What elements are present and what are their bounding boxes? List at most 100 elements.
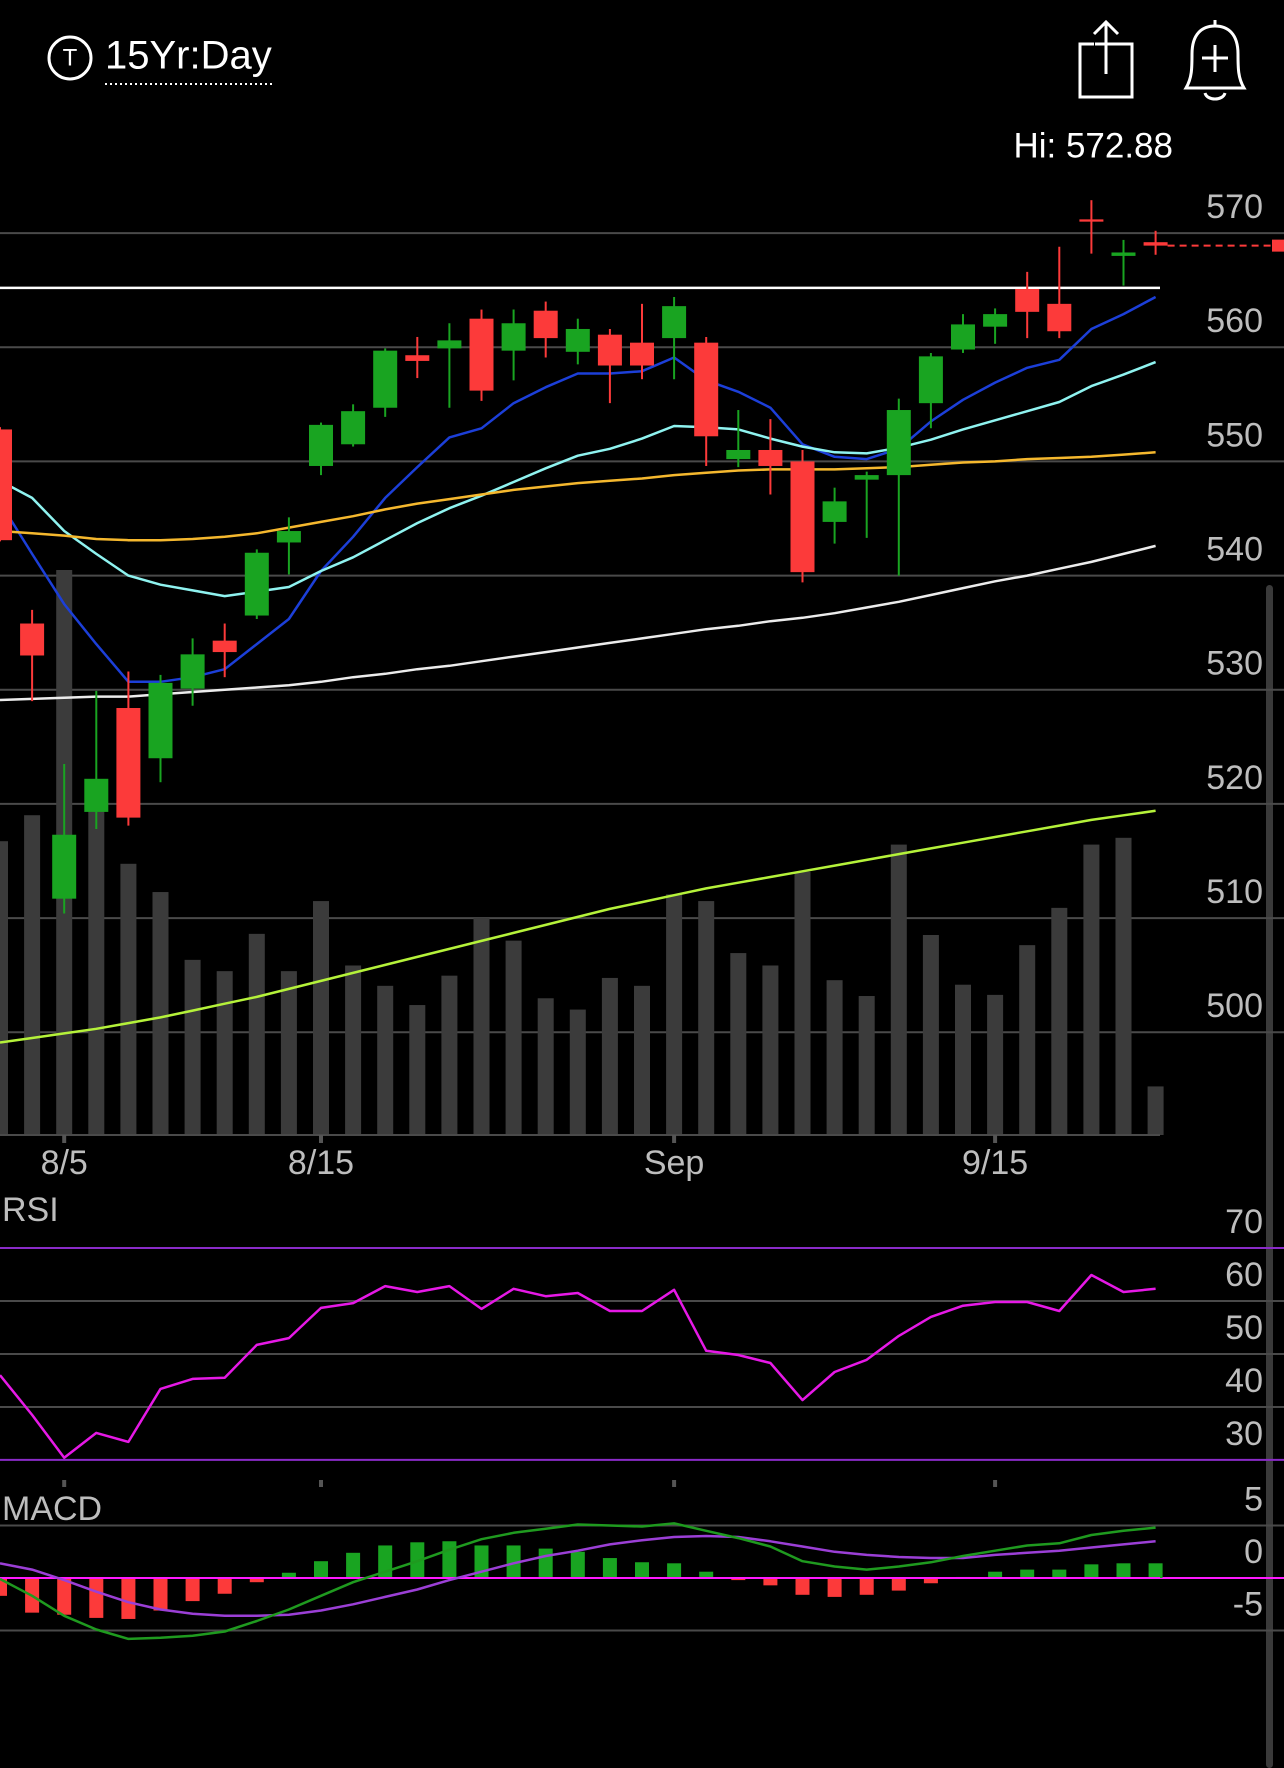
candle-body bbox=[212, 640, 237, 653]
candle-body bbox=[662, 306, 687, 339]
macd-histogram-bar bbox=[506, 1545, 521, 1578]
y-tick-label: 520 bbox=[1206, 759, 1263, 797]
candle-body bbox=[694, 342, 719, 437]
candle-body bbox=[116, 708, 141, 818]
y-tick-label: 70 bbox=[1225, 1203, 1263, 1241]
x-tick-label: 8/5 bbox=[41, 1144, 88, 1182]
symbol-button[interactable]: T 15Yr:Day bbox=[47, 34, 275, 85]
volume-bar bbox=[1019, 945, 1036, 1135]
bell bbox=[1183, 24, 1247, 90]
volume-bar bbox=[152, 892, 169, 1135]
candle-body bbox=[758, 449, 783, 466]
share-arrow bbox=[1092, 19, 1120, 74]
last-price-marker bbox=[1272, 239, 1284, 252]
candle-body bbox=[180, 654, 205, 689]
candle-body bbox=[1015, 289, 1040, 312]
macd-histogram-bar bbox=[602, 1558, 617, 1578]
volume-bar bbox=[1083, 844, 1100, 1135]
alert-button[interactable] bbox=[1183, 20, 1247, 101]
macd-histogram-bar bbox=[667, 1563, 682, 1578]
y-tick-label: 560 bbox=[1206, 302, 1263, 340]
macd-histogram-bar bbox=[699, 1571, 714, 1578]
y-tick-label: 570 bbox=[1206, 188, 1263, 226]
y-tick-label: 40 bbox=[1225, 1362, 1263, 1400]
x-tick-label: Sep bbox=[644, 1144, 705, 1182]
candle-body bbox=[84, 778, 109, 812]
macd-histogram-bar bbox=[988, 1571, 1003, 1578]
volume-bar bbox=[1115, 837, 1132, 1135]
rsi-title: RSI bbox=[2, 1191, 59, 1229]
macd-histogram-bar bbox=[121, 1578, 136, 1619]
share-box bbox=[1078, 42, 1134, 99]
volume-bar bbox=[730, 953, 747, 1135]
moving-average bbox=[0, 360, 1157, 598]
candle-body bbox=[533, 310, 558, 339]
macd-histogram-bar bbox=[859, 1578, 874, 1595]
macd-line bbox=[0, 1522, 1156, 1641]
y-tick-label: 550 bbox=[1206, 416, 1263, 454]
macd-histogram-bar bbox=[0, 1578, 7, 1596]
y-tick-label: 530 bbox=[1206, 645, 1263, 683]
candle-body bbox=[341, 411, 366, 445]
macd-histogram-bar bbox=[57, 1578, 72, 1615]
candle-body bbox=[630, 342, 654, 366]
candle-body bbox=[469, 318, 494, 391]
macd-histogram-bar bbox=[570, 1551, 585, 1578]
candle-body bbox=[1143, 242, 1168, 246]
candle-body bbox=[20, 623, 45, 656]
signal-line bbox=[0, 1534, 1156, 1618]
candle-body bbox=[373, 350, 398, 408]
x-tick-label: 8/15 bbox=[288, 1144, 354, 1182]
macd-histogram-bar bbox=[1084, 1564, 1099, 1578]
candle-body bbox=[1111, 252, 1136, 256]
volume-bar bbox=[698, 901, 715, 1135]
y-tick-label: 30 bbox=[1225, 1415, 1263, 1453]
volume-bar bbox=[24, 815, 41, 1135]
y-tick-label: 510 bbox=[1206, 873, 1263, 911]
volume-bar bbox=[345, 965, 362, 1135]
volume-bar bbox=[313, 901, 329, 1135]
macd-histogram-bar bbox=[795, 1578, 810, 1595]
x-tick-label: 9/15 bbox=[962, 1144, 1028, 1182]
candle-body bbox=[597, 334, 622, 366]
y-tick-label: 50 bbox=[1225, 1309, 1263, 1347]
macd-histogram-bar bbox=[923, 1578, 938, 1584]
volume-bar bbox=[601, 977, 618, 1135]
candle-body bbox=[437, 340, 462, 349]
macd-title: MACD bbox=[2, 1490, 102, 1528]
macd-histogram-bar bbox=[891, 1578, 906, 1591]
macd-histogram-bar bbox=[1116, 1563, 1131, 1578]
macd-histogram-bar bbox=[731, 1578, 746, 1581]
candle-body bbox=[0, 429, 12, 541]
candle-body bbox=[148, 682, 173, 759]
candle-body bbox=[276, 531, 301, 543]
volume-bar bbox=[441, 975, 458, 1135]
macd-histogram-bar bbox=[1052, 1569, 1067, 1578]
candle-body bbox=[854, 475, 879, 480]
volume-bar bbox=[473, 918, 490, 1135]
volume-bar bbox=[794, 871, 811, 1135]
volume-bar bbox=[537, 998, 554, 1135]
macd-histogram-bar bbox=[1148, 1563, 1163, 1578]
y-tick-label: 500 bbox=[1206, 987, 1263, 1025]
macd-histogram-bar bbox=[1020, 1569, 1035, 1578]
scrollbar bbox=[1266, 585, 1273, 1768]
candle-body bbox=[822, 501, 847, 522]
candle-body bbox=[244, 552, 269, 616]
candle-body bbox=[790, 461, 815, 573]
share-button[interactable] bbox=[1078, 19, 1134, 99]
candle-body bbox=[309, 424, 333, 466]
candle-body bbox=[501, 323, 526, 351]
macd-histogram-bar bbox=[217, 1578, 232, 1594]
volume-bar bbox=[505, 940, 522, 1135]
volume-bar bbox=[280, 971, 297, 1135]
macd-histogram-bar bbox=[249, 1578, 264, 1583]
volume-bar bbox=[1051, 907, 1068, 1135]
macd-histogram-bar bbox=[185, 1578, 200, 1602]
macd-histogram-bar bbox=[281, 1572, 296, 1578]
candle-body bbox=[726, 449, 751, 460]
y-tick-label: 5 bbox=[1244, 1480, 1263, 1518]
candle-body bbox=[52, 834, 77, 899]
